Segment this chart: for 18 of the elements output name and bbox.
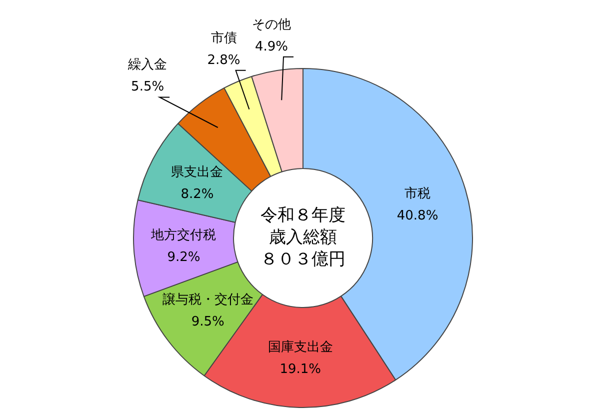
data-label: 2.8% (207, 52, 240, 68)
data-label: 40.8% (396, 208, 438, 224)
slice-label: 国庫支出金 (268, 338, 333, 355)
data-label: 4.9% (254, 39, 288, 54)
slice-label: 譲与税・交付金 (162, 292, 254, 308)
data-label: 8.2% (180, 186, 214, 202)
data-label: 19.1% (280, 362, 322, 377)
slice-label: 市税 (404, 186, 431, 202)
text: 令和８年度歳入総額 (260, 205, 346, 248)
slice-label: 市債 (210, 30, 237, 46)
slice-label: 繰入金 (127, 58, 168, 73)
data-label: 9.2% (167, 250, 200, 265)
slice-label: その他 (252, 17, 291, 32)
slice-label: 地方交付税 (150, 226, 216, 243)
text: ８０３億円 (260, 249, 346, 270)
data-label: 9.5% (191, 314, 224, 330)
data-label: 5.5% (131, 80, 164, 95)
slice-label: 県支出金 (171, 164, 224, 180)
